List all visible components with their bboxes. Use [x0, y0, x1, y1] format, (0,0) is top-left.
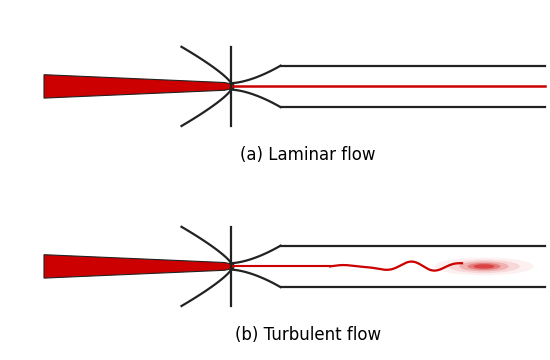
Text: (a) Laminar flow: (a) Laminar flow: [240, 146, 376, 164]
Text: (b) Turbulent flow: (b) Turbulent flow: [235, 326, 381, 344]
Ellipse shape: [459, 261, 509, 271]
Ellipse shape: [474, 264, 494, 269]
Polygon shape: [44, 255, 234, 278]
Ellipse shape: [468, 263, 500, 270]
Ellipse shape: [448, 260, 520, 273]
Polygon shape: [44, 75, 234, 98]
Ellipse shape: [434, 257, 534, 275]
